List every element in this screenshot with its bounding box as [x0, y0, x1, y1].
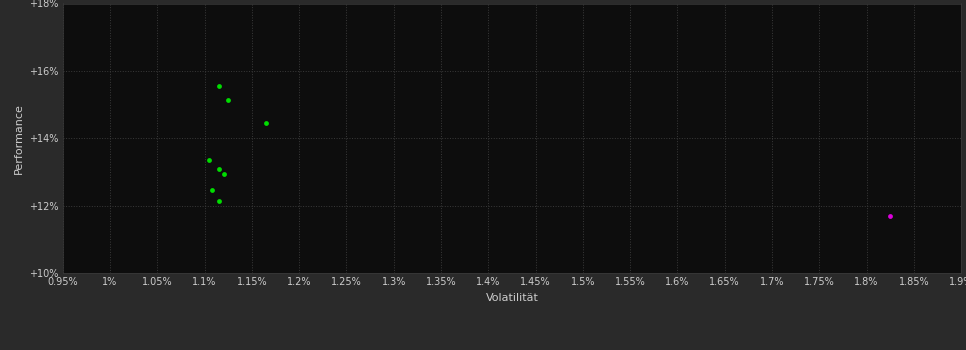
Point	[212, 166, 227, 172]
Point	[212, 83, 227, 89]
Point	[215, 171, 231, 176]
Point	[220, 97, 236, 102]
X-axis label: Volatilität: Volatilität	[486, 293, 538, 303]
Point	[212, 198, 227, 203]
Point	[205, 188, 220, 193]
Point	[258, 120, 273, 126]
Point	[202, 158, 217, 163]
Y-axis label: Performance: Performance	[14, 103, 23, 174]
Point	[883, 213, 898, 218]
